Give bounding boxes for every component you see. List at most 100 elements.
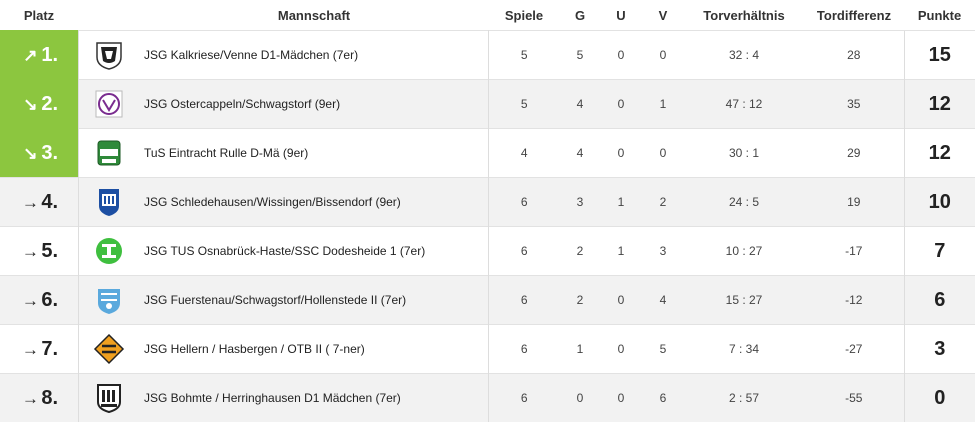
place-number: 1. bbox=[41, 44, 58, 66]
club-crest-icon[interactable] bbox=[93, 137, 125, 169]
place-cell: →5. bbox=[0, 227, 78, 276]
place-number: 2. bbox=[41, 93, 58, 115]
diff-cell: 35 bbox=[804, 80, 904, 129]
goals-cell: 32 : 4 bbox=[684, 31, 804, 80]
place-cell: →8. bbox=[0, 374, 78, 422]
place-number: 7. bbox=[41, 338, 58, 360]
points-cell: 10 bbox=[904, 178, 975, 227]
diff-cell: -55 bbox=[804, 374, 904, 422]
table-row: →8. JSG Bohmte / Herringhausen D1 Mädche… bbox=[0, 374, 975, 422]
club-crest-icon[interactable] bbox=[93, 235, 125, 267]
header-place: Platz bbox=[0, 0, 78, 31]
place-cell: →4. bbox=[0, 178, 78, 227]
draw-cell: 0 bbox=[600, 80, 642, 129]
team-name[interactable]: JSG Kalkriese/Venne D1-Mädchen (7er) bbox=[140, 31, 488, 80]
goals-cell: 47 : 12 bbox=[684, 80, 804, 129]
trend-right-icon: → bbox=[19, 193, 41, 213]
games-cell: 6 bbox=[488, 178, 560, 227]
diff-cell: 29 bbox=[804, 129, 904, 178]
draw-cell: 0 bbox=[600, 129, 642, 178]
goals-cell: 30 : 1 bbox=[684, 129, 804, 178]
games-cell: 6 bbox=[488, 374, 560, 422]
table-row: →5. JSG TUS Osnabrück-Haste/SSC Dodeshei… bbox=[0, 227, 975, 276]
team-name[interactable]: JSG TUS Osnabrück-Haste/SSC Dodesheide 1… bbox=[140, 227, 488, 276]
place-cell: ↘2. bbox=[0, 80, 78, 129]
place-cell: →6. bbox=[0, 276, 78, 325]
table-row: →7. JSG Hellern / Hasbergen / OTB II ( 7… bbox=[0, 325, 975, 374]
logo-cell bbox=[78, 227, 140, 276]
won-cell: 4 bbox=[560, 129, 600, 178]
logo-cell bbox=[78, 129, 140, 178]
header-games: Spiele bbox=[488, 0, 560, 31]
club-crest-icon[interactable] bbox=[93, 186, 125, 218]
goals-cell: 15 : 27 bbox=[684, 276, 804, 325]
trend-down-icon: ↘ bbox=[19, 144, 41, 164]
team-name[interactable]: JSG Bohmte / Herringhausen D1 Mädchen (7… bbox=[140, 374, 488, 422]
lost-cell: 3 bbox=[642, 227, 684, 276]
games-cell: 6 bbox=[488, 227, 560, 276]
table-row: ↗1. JSG Kalkriese/Venne D1-Mädchen (7er)… bbox=[0, 31, 975, 80]
lost-cell: 5 bbox=[642, 325, 684, 374]
team-name[interactable]: JSG Fuerstenau/Schwagstorf/Hollenstede I… bbox=[140, 276, 488, 325]
table-row: →4. JSG Schledehausen/Wissingen/Bissendo… bbox=[0, 178, 975, 227]
place-cell: ↗1. bbox=[0, 31, 78, 80]
club-crest-icon[interactable] bbox=[93, 382, 125, 414]
club-crest-icon[interactable] bbox=[93, 333, 125, 365]
diff-cell: 28 bbox=[804, 31, 904, 80]
draw-cell: 0 bbox=[600, 374, 642, 422]
won-cell: 2 bbox=[560, 276, 600, 325]
place-number: 4. bbox=[41, 191, 58, 213]
header-draw: U bbox=[600, 0, 642, 31]
team-name[interactable]: JSG Hellern / Hasbergen / OTB II ( 7-ner… bbox=[140, 325, 488, 374]
table-row: ↘3. TuS Eintracht Rulle D-Mä (9er) 4 4 0… bbox=[0, 129, 975, 178]
draw-cell: 0 bbox=[600, 325, 642, 374]
team-name[interactable]: JSG Ostercappeln/Schwagstorf (9er) bbox=[140, 80, 488, 129]
won-cell: 3 bbox=[560, 178, 600, 227]
diff-cell: -12 bbox=[804, 276, 904, 325]
draw-cell: 1 bbox=[600, 178, 642, 227]
points-cell: 12 bbox=[904, 129, 975, 178]
trend-up-icon: ↗ bbox=[19, 46, 41, 66]
games-cell: 5 bbox=[488, 31, 560, 80]
lost-cell: 6 bbox=[642, 374, 684, 422]
header-team: Mannschaft bbox=[140, 0, 488, 31]
club-crest-icon[interactable] bbox=[93, 88, 125, 120]
place-cell: ↘3. bbox=[0, 129, 78, 178]
logo-cell bbox=[78, 276, 140, 325]
trend-right-icon: → bbox=[19, 291, 41, 311]
logo-cell bbox=[78, 325, 140, 374]
points-cell: 15 bbox=[904, 31, 975, 80]
club-crest-icon[interactable] bbox=[93, 39, 125, 71]
table-row: →6. JSG Fuerstenau/Schwagstorf/Hollenste… bbox=[0, 276, 975, 325]
diff-cell: -17 bbox=[804, 227, 904, 276]
place-number: 8. bbox=[41, 387, 58, 409]
place-number: 6. bbox=[41, 289, 58, 311]
won-cell: 1 bbox=[560, 325, 600, 374]
trend-right-icon: → bbox=[19, 389, 41, 409]
won-cell: 2 bbox=[560, 227, 600, 276]
lost-cell: 0 bbox=[642, 31, 684, 80]
place-number: 5. bbox=[41, 240, 58, 262]
place-cell: →7. bbox=[0, 325, 78, 374]
logo-cell bbox=[78, 178, 140, 227]
diff-cell: 19 bbox=[804, 178, 904, 227]
games-cell: 4 bbox=[488, 129, 560, 178]
points-cell: 6 bbox=[904, 276, 975, 325]
games-cell: 6 bbox=[488, 325, 560, 374]
team-name[interactable]: JSG Schledehausen/Wissingen/Bissendorf (… bbox=[140, 178, 488, 227]
draw-cell: 0 bbox=[600, 276, 642, 325]
lost-cell: 2 bbox=[642, 178, 684, 227]
lost-cell: 4 bbox=[642, 276, 684, 325]
header-won: G bbox=[560, 0, 600, 31]
table-row: ↘2. JSG Ostercappeln/Schwagstorf (9er) 5… bbox=[0, 80, 975, 129]
goals-cell: 2 : 57 bbox=[684, 374, 804, 422]
team-name[interactable]: TuS Eintracht Rulle D-Mä (9er) bbox=[140, 129, 488, 178]
goals-cell: 10 : 27 bbox=[684, 227, 804, 276]
draw-cell: 0 bbox=[600, 31, 642, 80]
goals-cell: 24 : 5 bbox=[684, 178, 804, 227]
trend-right-icon: → bbox=[19, 242, 41, 262]
header-lost: V bbox=[642, 0, 684, 31]
club-crest-icon[interactable] bbox=[93, 284, 125, 316]
draw-cell: 1 bbox=[600, 227, 642, 276]
